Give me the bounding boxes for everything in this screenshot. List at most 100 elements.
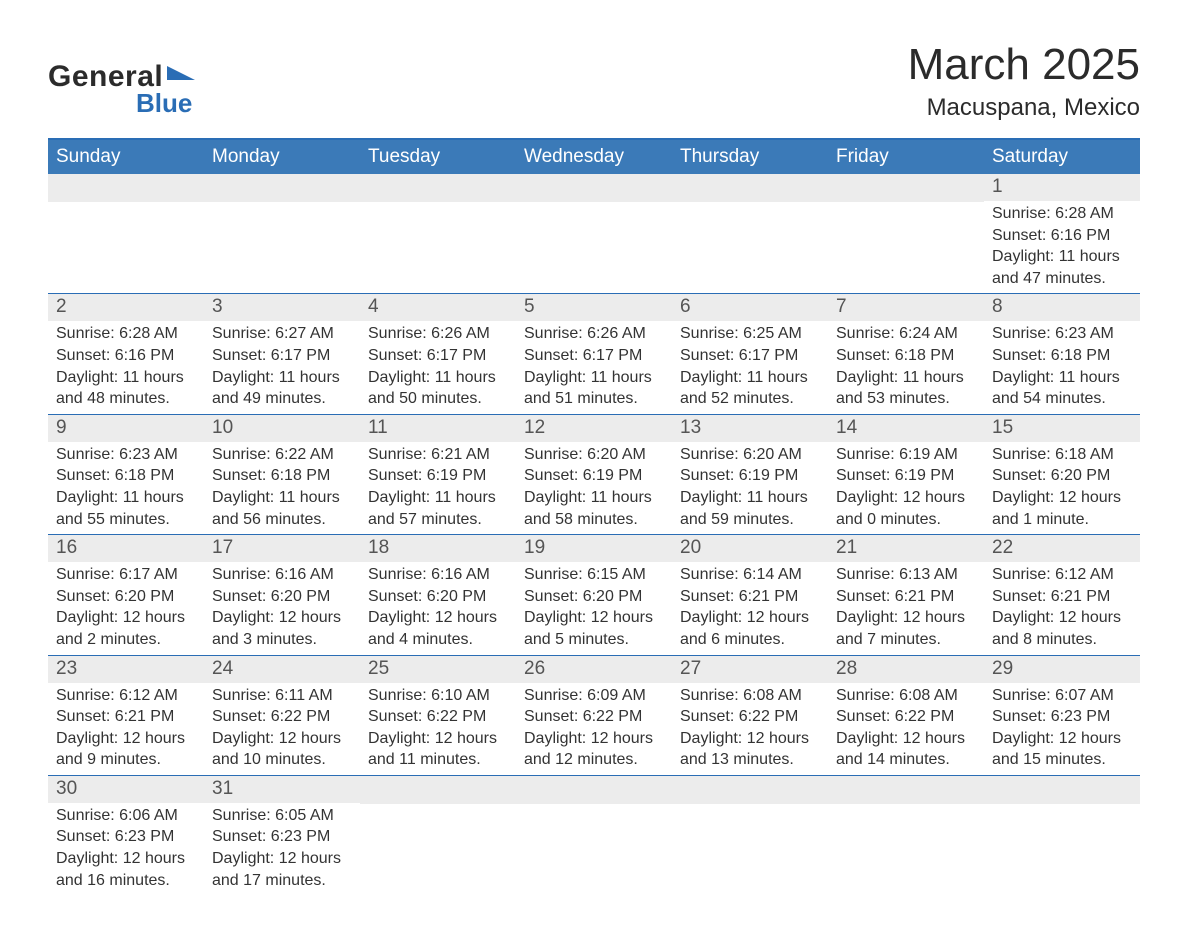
sunrise-line: Sunrise: 6:14 AM [680,564,820,586]
sunset-line: Sunset: 6:23 PM [212,826,352,848]
daylight-line: Daylight: 12 hours and 16 minutes. [56,848,196,891]
day-cell: 21Sunrise: 6:13 AMSunset: 6:21 PMDayligh… [828,535,984,654]
sunrise-line: Sunrise: 6:21 AM [368,444,508,466]
daylight-line: Daylight: 12 hours and 7 minutes. [836,607,976,650]
daylight-line: Daylight: 12 hours and 6 minutes. [680,607,820,650]
calendar-table: SundayMondayTuesdayWednesdayThursdayFrid… [48,138,1140,895]
day-data: Sunrise: 6:19 AMSunset: 6:19 PMDaylight:… [828,442,984,534]
day-cell: 15Sunrise: 6:18 AMSunset: 6:20 PMDayligh… [984,415,1140,534]
sunrise-line: Sunrise: 6:28 AM [56,323,196,345]
daylight-line: Daylight: 12 hours and 14 minutes. [836,728,976,771]
day-data: Sunrise: 6:26 AMSunset: 6:17 PMDaylight:… [360,321,516,413]
daylight-line: Daylight: 11 hours and 57 minutes. [368,487,508,530]
day-number: 16 [48,535,204,562]
day-number: 14 [828,415,984,442]
sunrise-line: Sunrise: 6:20 AM [680,444,820,466]
day-cell: 18Sunrise: 6:16 AMSunset: 6:20 PMDayligh… [360,535,516,654]
daylight-line: Daylight: 11 hours and 52 minutes. [680,367,820,410]
day-cell-empty [360,776,516,895]
day-data: Sunrise: 6:23 AMSunset: 6:18 PMDaylight:… [984,321,1140,413]
day-number: 31 [204,776,360,803]
sunrise-line: Sunrise: 6:25 AM [680,323,820,345]
sunrise-line: Sunrise: 6:27 AM [212,323,352,345]
sunset-line: Sunset: 6:20 PM [992,465,1132,487]
day-data: Sunrise: 6:16 AMSunset: 6:20 PMDaylight:… [204,562,360,654]
day-number: 21 [828,535,984,562]
day-number: 15 [984,415,1140,442]
daylight-line: Daylight: 11 hours and 59 minutes. [680,487,820,530]
daylight-line: Daylight: 12 hours and 13 minutes. [680,728,820,771]
day-number: 18 [360,535,516,562]
day-cell: 8Sunrise: 6:23 AMSunset: 6:18 PMDaylight… [984,294,1140,413]
day-number: 10 [204,415,360,442]
week-row: 23Sunrise: 6:12 AMSunset: 6:21 PMDayligh… [48,656,1140,776]
day-number: 20 [672,535,828,562]
day-data: Sunrise: 6:05 AMSunset: 6:23 PMDaylight:… [204,803,360,895]
day-cell: 22Sunrise: 6:12 AMSunset: 6:21 PMDayligh… [984,535,1140,654]
day-cell: 19Sunrise: 6:15 AMSunset: 6:20 PMDayligh… [516,535,672,654]
sunrise-line: Sunrise: 6:15 AM [524,564,664,586]
daylight-line: Daylight: 11 hours and 58 minutes. [524,487,664,530]
sunrise-line: Sunrise: 6:10 AM [368,685,508,707]
day-cell: 28Sunrise: 6:08 AMSunset: 6:22 PMDayligh… [828,656,984,775]
sunset-line: Sunset: 6:22 PM [680,706,820,728]
title-block: March 2025 Macuspana, Mexico [908,40,1140,122]
sunrise-line: Sunrise: 6:08 AM [836,685,976,707]
sunset-line: Sunset: 6:22 PM [212,706,352,728]
sunset-line: Sunset: 6:19 PM [836,465,976,487]
sunrise-line: Sunrise: 6:13 AM [836,564,976,586]
daylight-line: Daylight: 12 hours and 2 minutes. [56,607,196,650]
day-cell: 29Sunrise: 6:07 AMSunset: 6:23 PMDayligh… [984,656,1140,775]
dow-tuesday: Tuesday [360,140,516,174]
day-data: Sunrise: 6:20 AMSunset: 6:19 PMDaylight:… [516,442,672,534]
day-cell: 13Sunrise: 6:20 AMSunset: 6:19 PMDayligh… [672,415,828,534]
sunset-line: Sunset: 6:23 PM [56,826,196,848]
day-cell: 14Sunrise: 6:19 AMSunset: 6:19 PMDayligh… [828,415,984,534]
month-title: March 2025 [908,40,1140,90]
day-number: 24 [204,656,360,683]
day-data [984,804,1140,810]
day-number [360,776,516,804]
daylight-line: Daylight: 11 hours and 55 minutes. [56,487,196,530]
brand-logo: General Blue [48,60,195,119]
daylight-line: Daylight: 12 hours and 10 minutes. [212,728,352,771]
day-number: 13 [672,415,828,442]
day-cell: 6Sunrise: 6:25 AMSunset: 6:17 PMDaylight… [672,294,828,413]
daylight-line: Daylight: 12 hours and 4 minutes. [368,607,508,650]
day-cell: 17Sunrise: 6:16 AMSunset: 6:20 PMDayligh… [204,535,360,654]
day-data [48,202,204,208]
day-number: 4 [360,294,516,321]
day-data: Sunrise: 6:26 AMSunset: 6:17 PMDaylight:… [516,321,672,413]
day-cell: 16Sunrise: 6:17 AMSunset: 6:20 PMDayligh… [48,535,204,654]
day-data: Sunrise: 6:09 AMSunset: 6:22 PMDaylight:… [516,683,672,775]
day-number: 25 [360,656,516,683]
daylight-line: Daylight: 11 hours and 53 minutes. [836,367,976,410]
week-row: 2Sunrise: 6:28 AMSunset: 6:16 PMDaylight… [48,294,1140,414]
day-cell-empty [204,174,360,293]
day-data: Sunrise: 6:20 AMSunset: 6:19 PMDaylight:… [672,442,828,534]
day-data [672,804,828,810]
day-cell-empty [516,776,672,895]
dow-thursday: Thursday [672,140,828,174]
daylight-line: Daylight: 11 hours and 54 minutes. [992,367,1132,410]
day-cell: 20Sunrise: 6:14 AMSunset: 6:21 PMDayligh… [672,535,828,654]
day-cell: 9Sunrise: 6:23 AMSunset: 6:18 PMDaylight… [48,415,204,534]
sunset-line: Sunset: 6:20 PM [56,586,196,608]
week-row: 16Sunrise: 6:17 AMSunset: 6:20 PMDayligh… [48,535,1140,655]
sunrise-line: Sunrise: 6:23 AM [992,323,1132,345]
dow-monday: Monday [204,140,360,174]
dow-friday: Friday [828,140,984,174]
sunrise-line: Sunrise: 6:11 AM [212,685,352,707]
sunset-line: Sunset: 6:17 PM [368,345,508,367]
sunset-line: Sunset: 6:16 PM [992,225,1132,247]
sunset-line: Sunset: 6:18 PM [836,345,976,367]
sunrise-line: Sunrise: 6:23 AM [56,444,196,466]
day-number [48,174,204,202]
day-data [828,202,984,208]
day-data: Sunrise: 6:06 AMSunset: 6:23 PMDaylight:… [48,803,204,895]
sunrise-line: Sunrise: 6:12 AM [992,564,1132,586]
day-number: 12 [516,415,672,442]
sunset-line: Sunset: 6:21 PM [56,706,196,728]
sunrise-line: Sunrise: 6:22 AM [212,444,352,466]
sunset-line: Sunset: 6:21 PM [836,586,976,608]
